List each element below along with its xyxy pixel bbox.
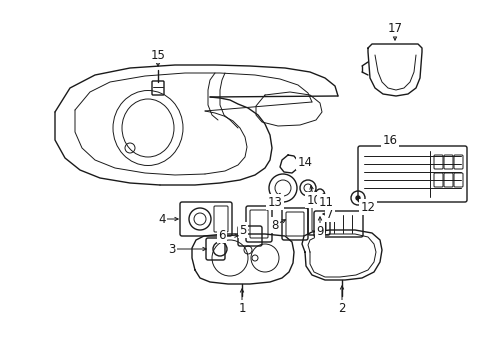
Text: 11: 11 <box>318 195 333 208</box>
Text: 13: 13 <box>267 195 282 208</box>
Text: 16: 16 <box>382 134 397 147</box>
Text: 4: 4 <box>158 212 165 225</box>
Text: 3: 3 <box>168 243 175 256</box>
Text: 2: 2 <box>338 302 345 315</box>
Text: 15: 15 <box>150 49 165 62</box>
Circle shape <box>355 196 359 200</box>
Text: 6: 6 <box>218 229 225 242</box>
Text: 8: 8 <box>271 219 278 231</box>
Text: 1: 1 <box>238 302 245 315</box>
Text: 9: 9 <box>316 225 323 238</box>
Text: 10: 10 <box>306 194 321 207</box>
Text: 14: 14 <box>297 156 312 168</box>
Text: 5: 5 <box>239 224 246 237</box>
Text: 7: 7 <box>325 207 333 220</box>
Text: 12: 12 <box>360 201 375 213</box>
Text: 17: 17 <box>386 22 402 35</box>
